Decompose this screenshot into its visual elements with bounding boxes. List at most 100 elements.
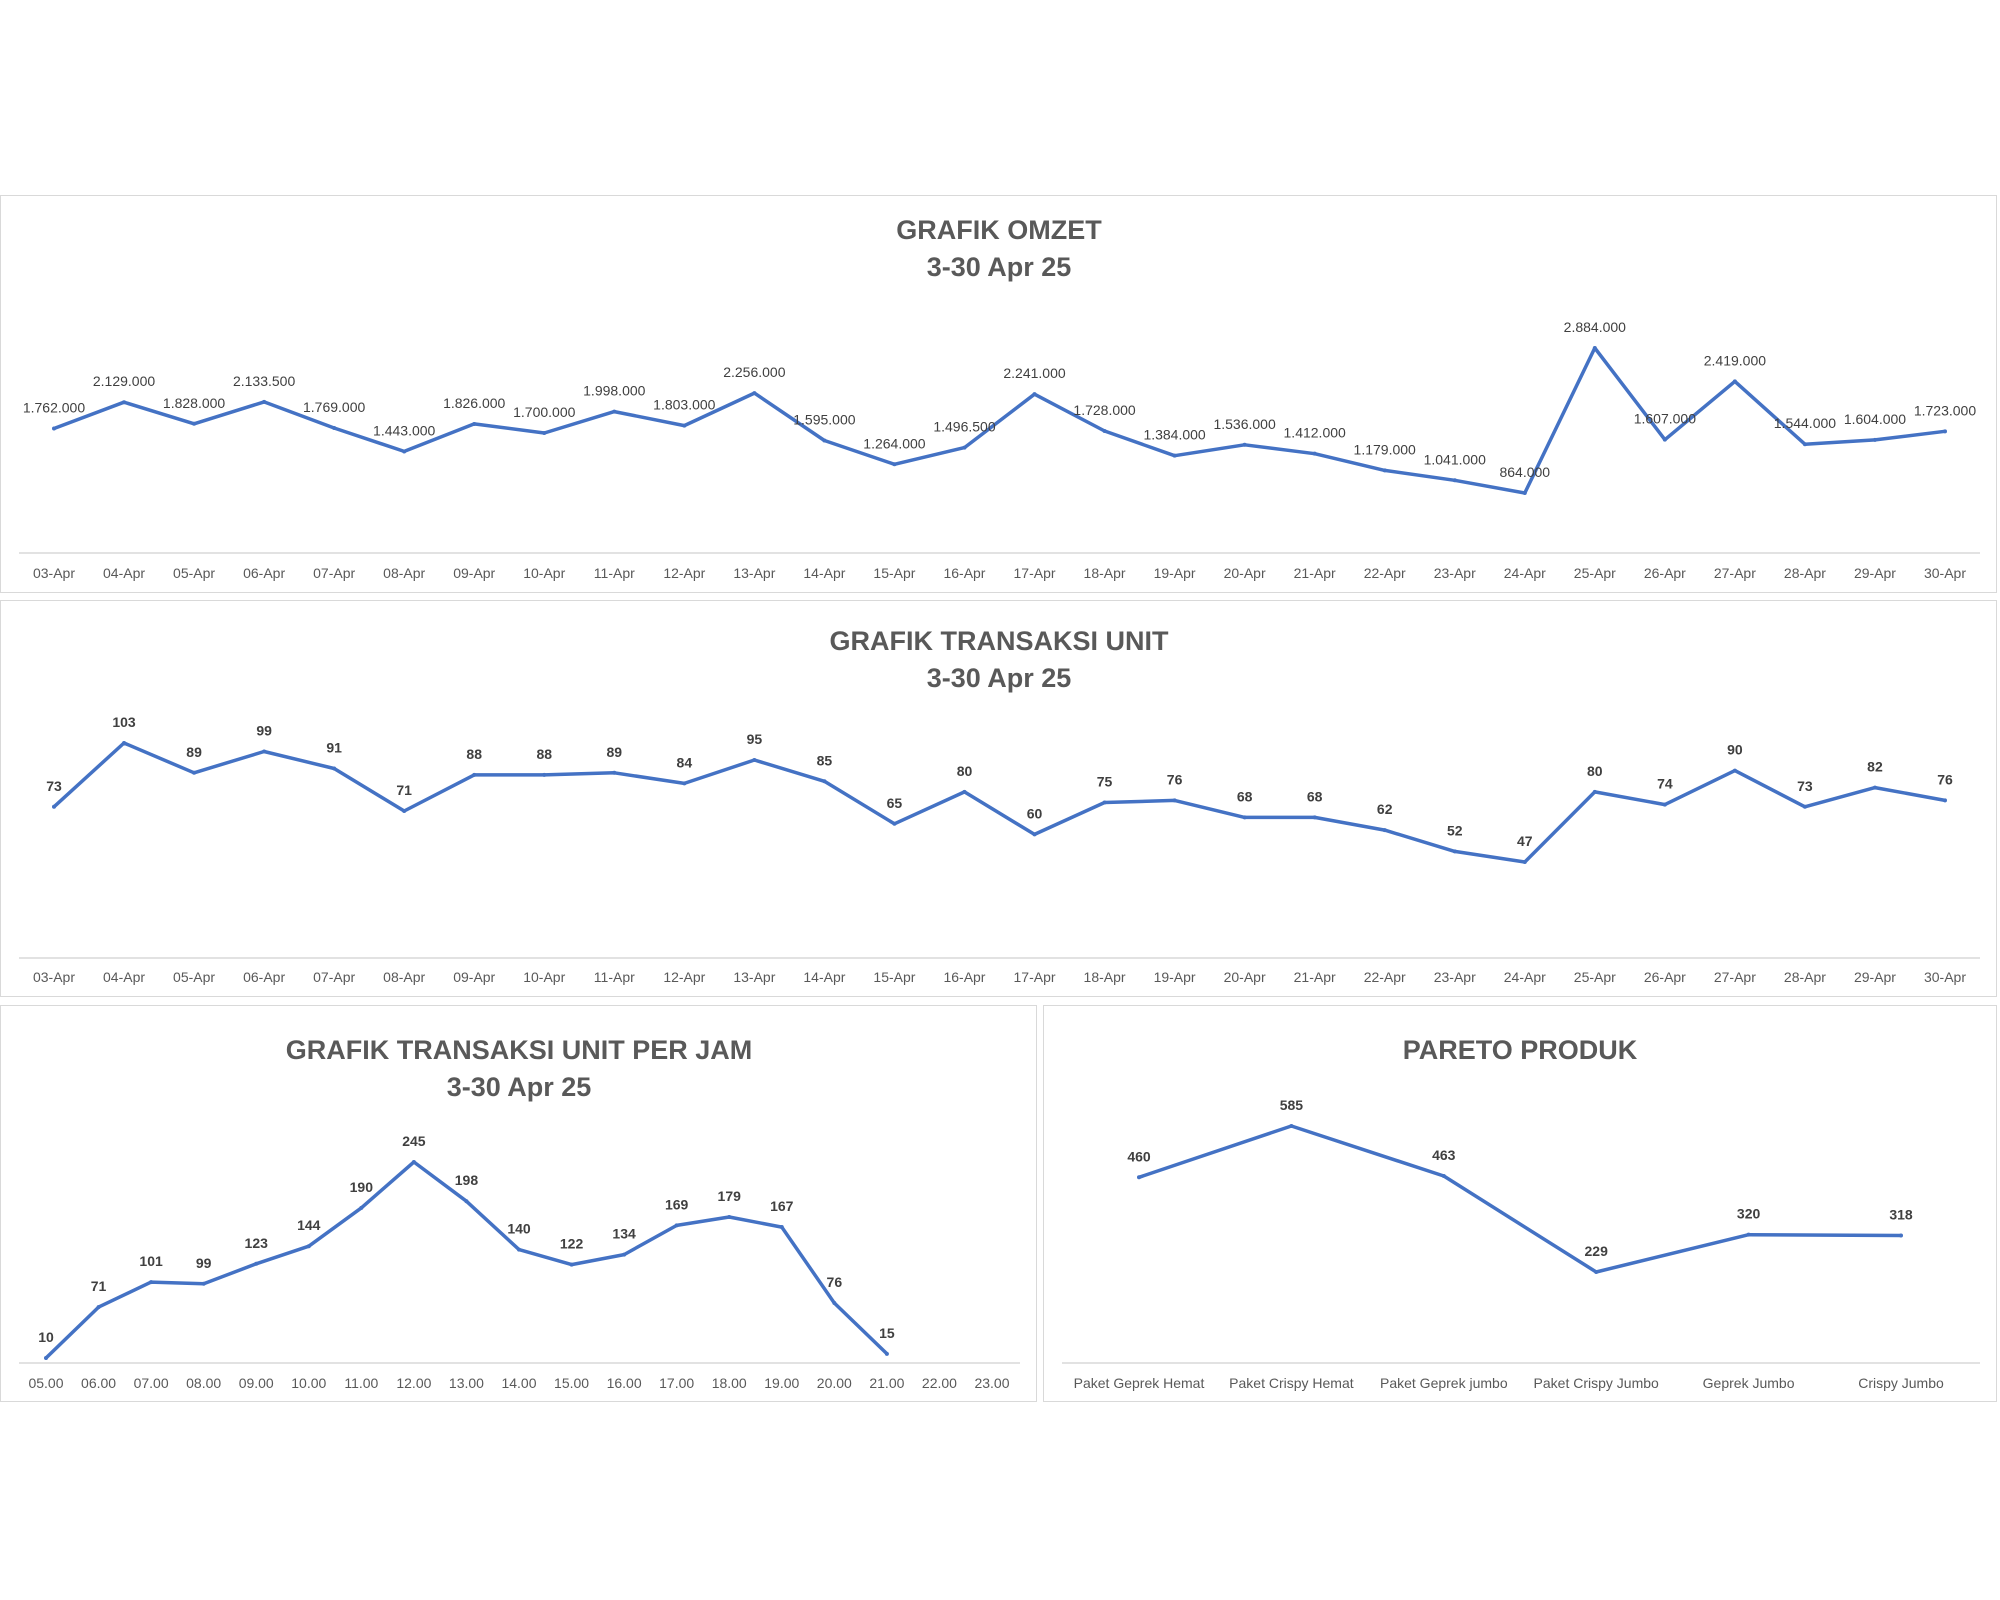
data-label: 585 (1280, 1097, 1304, 1113)
data-point (472, 772, 477, 777)
data-label: 2.133.500 (233, 373, 295, 389)
data-point (52, 804, 56, 809)
x-tick-label: 03-Apr (33, 565, 75, 581)
data-label: 101 (139, 1253, 163, 1269)
x-tick-label: 16-Apr (943, 969, 985, 985)
data-label: 1.723.000 (1914, 402, 1976, 418)
chart-title: GRAFIK TRANSAKSI UNIT PER JAM (286, 1035, 753, 1065)
data-label: 99 (196, 1255, 212, 1271)
data-label: 2.129.000 (93, 373, 155, 389)
data-label: 169 (665, 1196, 689, 1212)
data-point (752, 758, 757, 762)
x-tick-label: 05.00 (28, 1375, 63, 1391)
x-tick-label: 04-Apr (103, 565, 145, 581)
x-tick-label: 17.00 (659, 1375, 694, 1391)
data-point (1592, 346, 1597, 350)
x-tick-label: 16.00 (607, 1375, 642, 1391)
data-point (411, 1160, 416, 1164)
data-point (962, 445, 967, 450)
data-label: 85 (817, 752, 833, 768)
x-tick-label: 23.00 (974, 1375, 1009, 1391)
x-tick-label: 24-Apr (1504, 969, 1546, 985)
data-point (402, 449, 407, 454)
data-label: 167 (770, 1198, 794, 1214)
x-tick-label: 17-Apr (1014, 969, 1056, 985)
x-tick-label: 09-Apr (453, 565, 495, 581)
data-point (1732, 379, 1737, 384)
x-tick-label: 11.00 (344, 1375, 378, 1391)
data-label: 1.536.000 (1213, 416, 1275, 432)
data-point (682, 423, 687, 428)
unit-chart: GRAFIK TRANSAKSI UNIT 3-30 Apr 25 03-Apr 04… (19, 626, 1980, 985)
data-point (1137, 1175, 1141, 1180)
data-point (1802, 442, 1807, 447)
data-point (464, 1199, 469, 1204)
data-point (1452, 849, 1457, 854)
data-point (682, 781, 687, 786)
data-label: 88 (536, 746, 552, 762)
data-point (1441, 1174, 1446, 1179)
data-point (192, 421, 197, 426)
x-tick-label: 09.00 (239, 1375, 274, 1391)
omzet-chart: GRAFIK OMZET 3-30 Apr 25 03-Apr 04-Apr 05-Ap… (19, 215, 1980, 581)
data-point (1242, 442, 1247, 447)
data-label: 122 (560, 1236, 584, 1252)
x-tick-label: 15-Apr (873, 565, 915, 581)
data-label: 864.000 (1499, 464, 1550, 480)
x-tick-label: 09-Apr (453, 969, 495, 985)
data-point (122, 741, 127, 745)
x-tick-label: 10.00 (291, 1375, 326, 1391)
data-point (1102, 428, 1107, 433)
data-label: 76 (1167, 771, 1183, 787)
data-label: 1.769.000 (303, 399, 365, 415)
data-point (674, 1223, 679, 1228)
data-point (1289, 1124, 1294, 1128)
x-tick-label: Paket Geprek Hemat (1074, 1375, 1205, 1391)
chart-subtitle: 3-30 Apr 25 (447, 1072, 592, 1102)
x-tick-label: 14.00 (501, 1375, 536, 1391)
data-label: 76 (827, 1274, 843, 1290)
data-label: 68 (1237, 788, 1253, 804)
data-point (612, 770, 617, 775)
x-tick-label: 25-Apr (1574, 969, 1616, 985)
series-line (1137, 1124, 1903, 1274)
data-label: 318 (1889, 1207, 1913, 1223)
x-tick-label: Paket Crispy Jumbo (1534, 1375, 1659, 1391)
data-point (1872, 437, 1877, 442)
data-point (201, 1281, 206, 1286)
data-label: 1.443.000 (373, 422, 435, 438)
data-label: 62 (1377, 801, 1393, 817)
data-point (52, 426, 56, 431)
data-label: 76 (1937, 771, 1953, 787)
data-label: 91 (326, 740, 342, 756)
x-tick-label: 17-Apr (1014, 565, 1056, 581)
data-point (1102, 800, 1107, 805)
data-label: 88 (466, 746, 482, 762)
x-tick-label: 11-Apr (594, 969, 635, 985)
data-point (1242, 815, 1247, 820)
data-point (542, 430, 547, 435)
x-tick-label: 13-Apr (733, 969, 775, 985)
x-tick-label: 20-Apr (1224, 969, 1266, 985)
data-label: 80 (957, 763, 973, 779)
data-label: 463 (1432, 1147, 1456, 1163)
x-tick-label: 06-Apr (243, 565, 285, 581)
data-point (1592, 789, 1597, 794)
x-tick-label: 07-Apr (313, 565, 355, 581)
data-point (822, 438, 827, 443)
x-tick-label: 08.00 (186, 1375, 221, 1391)
x-tick-label: 14-Apr (803, 969, 845, 985)
data-label: 47 (1517, 833, 1533, 849)
x-tick-label: 19-Apr (1154, 969, 1196, 985)
x-tick-label: 10-Apr (523, 565, 565, 581)
x-tick-label: 18-Apr (1084, 565, 1126, 581)
x-tick-label: 27-Apr (1714, 565, 1756, 581)
data-label: 229 (1585, 1243, 1609, 1259)
data-point (1662, 802, 1667, 807)
pareto-chart: PARETO PRODUK Paket Geprek Hemat Paket Cri… (1062, 1035, 1980, 1391)
data-label: 89 (607, 744, 623, 760)
data-label: 1.264.000 (863, 435, 925, 451)
data-label: 1.041.000 (1424, 451, 1486, 467)
data-point (122, 400, 127, 405)
data-point (832, 1300, 837, 1305)
